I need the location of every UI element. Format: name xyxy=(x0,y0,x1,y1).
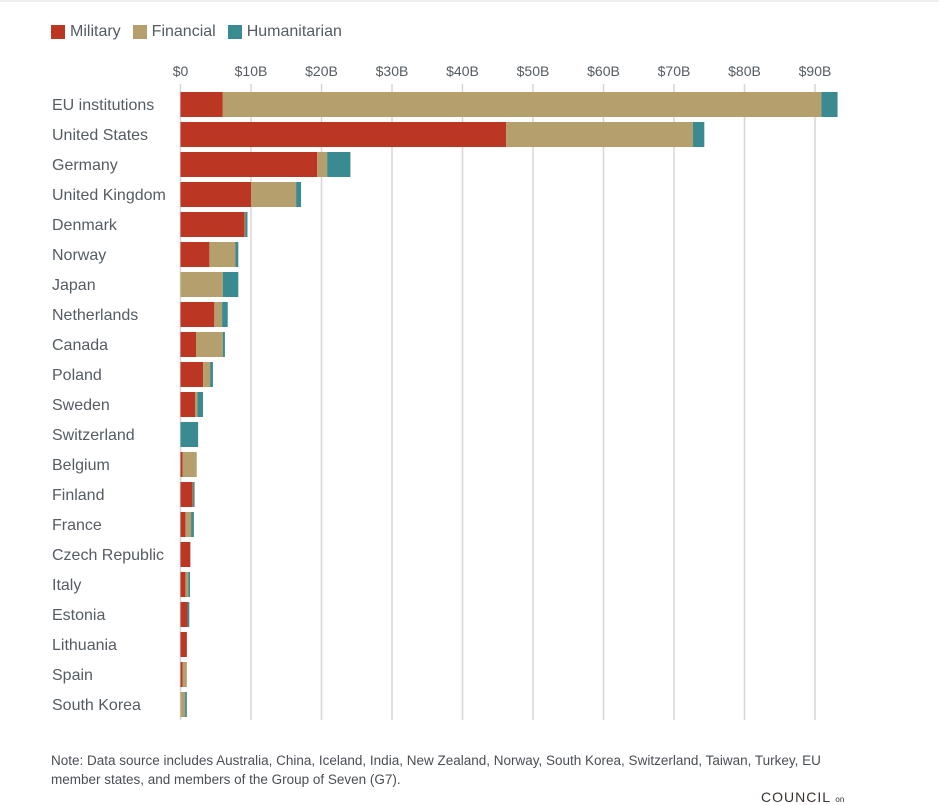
y-category-label: Norway xyxy=(52,247,106,264)
bar-segment-financial xyxy=(180,272,223,297)
bar-segment-humanitarian xyxy=(222,302,228,327)
bar-segment-humanitarian xyxy=(222,332,225,357)
y-category-label: South Korea xyxy=(52,697,141,714)
y-category-label: Netherlands xyxy=(52,307,138,324)
bar-segment-humanitarian xyxy=(197,392,204,417)
bar-segment-military xyxy=(180,572,186,597)
y-category-label: Estonia xyxy=(52,607,105,624)
bar-segment-military xyxy=(180,542,191,567)
bar-segment-financial xyxy=(222,92,822,117)
bar-segment-military xyxy=(180,512,186,537)
legend-swatch-military xyxy=(51,25,65,39)
bar-segment-military xyxy=(180,602,188,627)
bar-segment-humanitarian xyxy=(693,122,705,147)
y-category-label: United Kingdom xyxy=(52,187,166,204)
x-tick-label: $90B xyxy=(799,63,832,79)
bar-segment-financial xyxy=(182,452,197,477)
y-category-label: Finland xyxy=(52,487,104,504)
bar-segment-military xyxy=(180,452,183,477)
source-note: Note: Data source includes Australia, Ch… xyxy=(51,753,821,787)
y-category-label: Poland xyxy=(52,367,102,384)
bar-segment-humanitarian xyxy=(188,572,191,597)
x-tick-label: $60B xyxy=(587,63,620,79)
bar-segment-financial xyxy=(251,182,297,207)
logo-text: COUNCIL xyxy=(761,789,831,805)
y-category-label: Spain xyxy=(52,667,93,684)
bar-segment-humanitarian xyxy=(821,92,838,117)
x-tick-label: $30B xyxy=(376,63,409,79)
y-category-label: Italy xyxy=(52,577,81,594)
y-category-label: Japan xyxy=(52,277,96,294)
bar-segment-military xyxy=(180,302,215,327)
x-tick-label: $70B xyxy=(658,63,691,79)
bar-segment-financial xyxy=(185,572,189,597)
bar-segment-financial xyxy=(185,512,192,537)
bar-segment-financial xyxy=(209,242,236,267)
y-category-label: Denmark xyxy=(52,217,118,234)
bar-segment-military xyxy=(180,332,197,357)
bar-segment-military xyxy=(180,212,245,237)
bar-segment-military xyxy=(180,632,187,657)
y-category-label: Switzerland xyxy=(52,427,135,444)
x-tick-label: $10B xyxy=(235,63,268,79)
legend-label: Humanitarian xyxy=(246,23,342,40)
bar-segment-financial xyxy=(244,212,246,237)
bar-segment-financial xyxy=(192,482,194,507)
legend-item-military: Military xyxy=(51,23,121,41)
bar-segment-humanitarian xyxy=(191,512,194,537)
legend: Military Financial Humanitarian xyxy=(51,23,342,41)
bar-segment-military xyxy=(180,392,196,417)
bar-segment-financial xyxy=(182,662,187,687)
legend-swatch-humanitarian xyxy=(227,25,242,39)
bar-segment-humanitarian xyxy=(296,182,302,207)
bar-segment-humanitarian xyxy=(245,212,248,237)
bar-segment-humanitarian xyxy=(193,482,195,507)
legend-item-humanitarian: Humanitarian xyxy=(227,23,342,41)
y-category-label: Sweden xyxy=(52,397,110,414)
y-category-label: EU institutions xyxy=(52,97,154,114)
bar-segment-military xyxy=(180,482,193,507)
y-category-label: Lithuania xyxy=(52,637,117,654)
bar-segment-humanitarian xyxy=(180,422,199,447)
y-category-label: Czech Republic xyxy=(52,547,164,564)
bar-segment-financial xyxy=(203,362,211,387)
y-category-label: Canada xyxy=(52,337,108,354)
bar-segment-humanitarian xyxy=(187,602,190,627)
y-category-label: France xyxy=(52,517,102,534)
y-category-label: Germany xyxy=(52,157,118,174)
logo: COUNCIL on xyxy=(761,789,844,805)
bar-segment-military xyxy=(180,122,507,147)
y-category-label: United States xyxy=(52,127,148,144)
bar-segment-military xyxy=(180,242,210,267)
bar-segment-military xyxy=(180,182,251,207)
bar-segment-humanitarian xyxy=(210,362,213,387)
legend-label: Financial xyxy=(151,23,216,40)
top-divider xyxy=(0,0,939,2)
stacked-bar-chart: $0 $10B $20B $30B $40B $50B $60B $70B $80B $90B EU… xyxy=(52,63,838,720)
bar-segment-humanitarian xyxy=(222,272,239,297)
y-category-label: Belgium xyxy=(52,457,110,474)
bar-segment-humanitarian xyxy=(185,692,187,717)
bar-segment-financial xyxy=(214,302,223,327)
bar-segment-humanitarian xyxy=(235,242,239,267)
bar-segment-financial xyxy=(506,122,694,147)
bar-segment-military xyxy=(180,662,183,687)
legend-item-financial: Financial xyxy=(132,23,216,41)
bar-segment-financial xyxy=(195,392,198,417)
x-tick-label: $0 xyxy=(173,63,189,79)
bar-segment-financial xyxy=(180,692,186,717)
bar-segment-military xyxy=(180,362,204,387)
x-tick-label: $20B xyxy=(305,63,338,79)
legend-swatch-financial xyxy=(132,25,147,39)
x-tick-label: $40B xyxy=(446,63,479,79)
x-tick-label: $50B xyxy=(517,63,550,79)
legend-label: Military xyxy=(70,23,121,40)
bar-segment-military xyxy=(180,92,223,117)
bar-segment-humanitarian xyxy=(327,152,351,177)
bar-segment-military xyxy=(180,152,318,177)
bar-segment-financial xyxy=(196,332,223,357)
x-tick-label: $80B xyxy=(728,63,761,79)
bar-segment-financial xyxy=(317,152,328,177)
